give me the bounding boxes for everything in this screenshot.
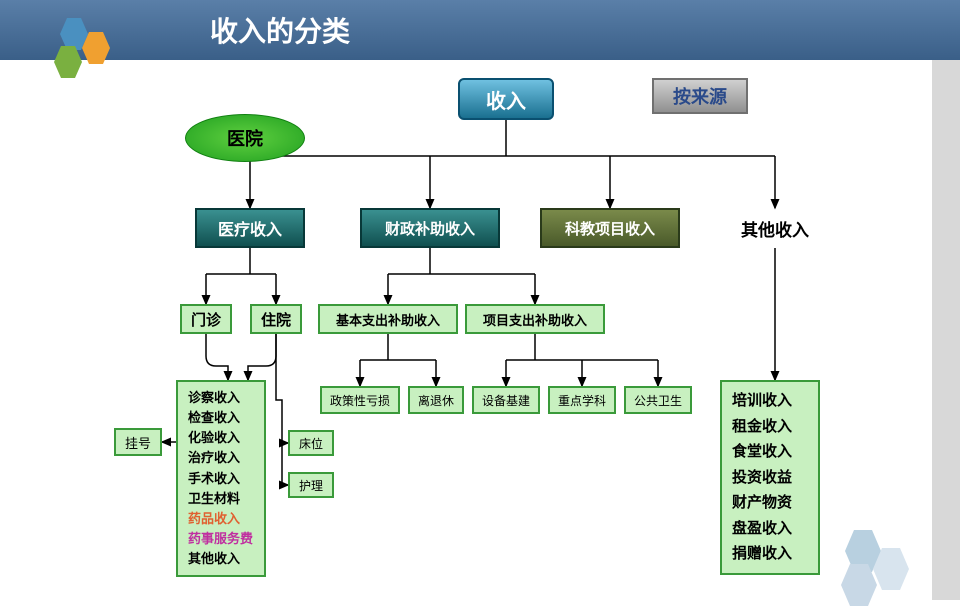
node-in: 住院 xyxy=(250,304,302,334)
node-政策性亏损: 政策性亏损 xyxy=(320,386,400,414)
list-item: 治疗收入 xyxy=(188,448,254,468)
list-item: 卫生材料 xyxy=(188,489,254,509)
list-item: 培训收入 xyxy=(732,388,808,414)
node-med: 医疗收入 xyxy=(195,208,305,248)
node-医院: 医院 xyxy=(185,114,305,162)
list-item: 财产物资 xyxy=(732,490,808,516)
list-item: 药品收入 xyxy=(188,509,254,529)
other-income-list: 培训收入租金收入食堂收入投资收益财产物资盘盈收入捐赠收入 xyxy=(720,380,820,575)
list-item: 盘盈收入 xyxy=(732,516,808,542)
diagram-canvas: 收入按来源医院医疗收入财政补助收入科教项目收入其他收入门诊住院基本支出补助收入项… xyxy=(0,60,932,600)
list-item: 捐赠收入 xyxy=(732,541,808,567)
node-按来源: 按来源 xyxy=(652,78,748,114)
node-重点学科: 重点学科 xyxy=(548,386,616,414)
node-设备基建: 设备基建 xyxy=(472,386,540,414)
slide-header: 收入的分类 xyxy=(0,0,960,60)
list-item: 检查收入 xyxy=(188,408,254,428)
node-sci: 科教项目收入 xyxy=(540,208,680,248)
node-挂号: 挂号 xyxy=(114,428,162,456)
node-out: 门诊 xyxy=(180,304,232,334)
list-item: 诊察收入 xyxy=(188,388,254,408)
list-item: 租金收入 xyxy=(732,414,808,440)
node-fb1: 基本支出补助收入 xyxy=(318,304,458,334)
list-item: 手术收入 xyxy=(188,469,254,489)
node-fin: 财政补助收入 xyxy=(360,208,500,248)
list-item: 投资收益 xyxy=(732,465,808,491)
node-oth: 其他收入 xyxy=(720,208,830,248)
list-item: 药事服务费 xyxy=(188,529,254,549)
node-离退休: 离退休 xyxy=(408,386,464,414)
list-item: 食堂收入 xyxy=(732,439,808,465)
node-fb2: 项目支出补助收入 xyxy=(465,304,605,334)
node-床位: 床位 xyxy=(288,430,334,456)
outpatient-income-list: 诊察收入检查收入化验收入治疗收入手术收入卫生材料药品收入药事服务费其他收入 xyxy=(176,380,266,577)
node-收入: 收入 xyxy=(458,78,554,120)
right-sidebar xyxy=(932,60,960,600)
node-公共卫生: 公共卫生 xyxy=(624,386,692,414)
list-item: 其他收入 xyxy=(188,549,254,569)
node-护理: 护理 xyxy=(288,472,334,498)
list-item: 化验收入 xyxy=(188,428,254,448)
slide-title: 收入的分类 xyxy=(210,10,350,50)
